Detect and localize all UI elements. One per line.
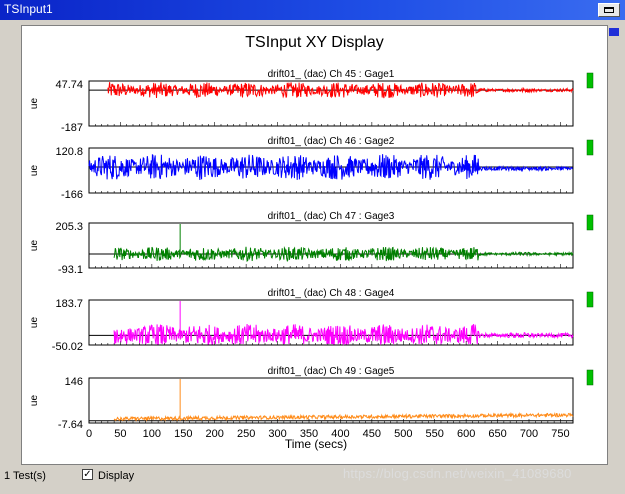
x-tick-label-250: 250 <box>237 428 255 440</box>
y-max-label-1: 47.74 <box>55 79 83 91</box>
charts-svg: drift01_ (dac) Ch 45 : Gage1 47.74 -187 ue d… <box>29 69 594 451</box>
status-bar: 1 Test(s) ✓ Display <box>0 468 625 486</box>
channel-status-indicator-5 <box>586 369 594 386</box>
y-axis-label-2: ue <box>29 165 40 177</box>
channel-status-indicator-4 <box>586 291 594 308</box>
x-tick-label-500: 500 <box>394 428 412 440</box>
xy-display-panel: TSInput XY Display drift01_ (dac) Ch 45 … <box>21 25 608 465</box>
x-tick-label-550: 550 <box>426 428 444 440</box>
x-tick-label-400: 400 <box>331 428 349 440</box>
x-tick-label-600: 600 <box>457 428 475 440</box>
y-axis-label-3: ue <box>29 240 40 252</box>
subplot-title-4: drift01_ (dac) Ch 48 : Gage4 <box>268 288 395 299</box>
test-count: 1 Test(s) <box>4 470 46 482</box>
x-tick-label-200: 200 <box>206 428 224 440</box>
x-tick-label-150: 150 <box>174 428 192 440</box>
signal-trace-2 <box>88 154 573 181</box>
subplot-title-3: drift01_ (dac) Ch 47 : Gage3 <box>268 211 395 222</box>
restore-window-button[interactable] <box>598 3 620 17</box>
x-tick-label-300: 300 <box>268 428 286 440</box>
y-max-label-2: 120.8 <box>55 146 83 158</box>
signal-trace-3 <box>113 245 574 263</box>
window-title: TSInput1 <box>4 2 53 16</box>
watermark-text: https://blog.csdn.net/weixin_41089680 <box>343 466 572 481</box>
x-tick-label-750: 750 <box>551 428 569 440</box>
x-axis-label: Time (secs) <box>285 437 347 451</box>
x-tick-label-450: 450 <box>363 428 381 440</box>
x-tick-label-50: 50 <box>114 428 126 440</box>
subplot-title-1: drift01_ (dac) Ch 45 : Gage1 <box>268 69 395 80</box>
y-min-label-2: -166 <box>61 189 83 201</box>
corner-indicator <box>609 28 619 36</box>
plot-frame-3 <box>88 222 574 269</box>
y-axis-label-5: ue <box>29 395 40 407</box>
y-min-label-4: -50.02 <box>52 341 83 353</box>
subplot-title-2: drift01_ (dac) Ch 46 : Gage2 <box>268 136 395 147</box>
y-axis-label-1: ue <box>29 98 40 110</box>
y-min-label-5: -7.64 <box>58 419 83 431</box>
display-title: TSInput XY Display <box>245 34 384 51</box>
display-checkbox-label[interactable]: Display <box>98 470 135 482</box>
y-max-label-3: 205.3 <box>55 221 83 233</box>
y-max-label-4: 183.7 <box>55 298 83 310</box>
channel-status-indicator-1 <box>586 72 594 89</box>
display-checkbox[interactable]: ✓ <box>82 469 93 480</box>
x-tick-label-350: 350 <box>300 428 318 440</box>
signal-trace-1 <box>107 82 574 99</box>
x-tick-label-650: 650 <box>488 428 506 440</box>
x-tick-label-700: 700 <box>520 428 538 440</box>
x-tick-label-100: 100 <box>143 428 161 440</box>
x-tick-label-0: 0 <box>86 428 92 440</box>
signal-trace-4 <box>113 323 574 346</box>
y-min-label-1: -187 <box>61 122 83 134</box>
window-titlebar[interactable]: TSInput1 <box>0 0 625 20</box>
y-max-label-5: 146 <box>65 376 83 388</box>
y-axis-label-4: ue <box>29 317 40 329</box>
channel-status-indicator-2 <box>586 139 594 156</box>
channel-status-indicator-3 <box>586 214 594 231</box>
restore-icon <box>604 7 614 13</box>
plot-frame-5 <box>88 377 574 424</box>
signal-trace-5 <box>113 411 574 422</box>
subplot-title-5: drift01_ (dac) Ch 49 : Gage5 <box>268 366 395 377</box>
y-min-label-3: -93.1 <box>58 264 83 276</box>
